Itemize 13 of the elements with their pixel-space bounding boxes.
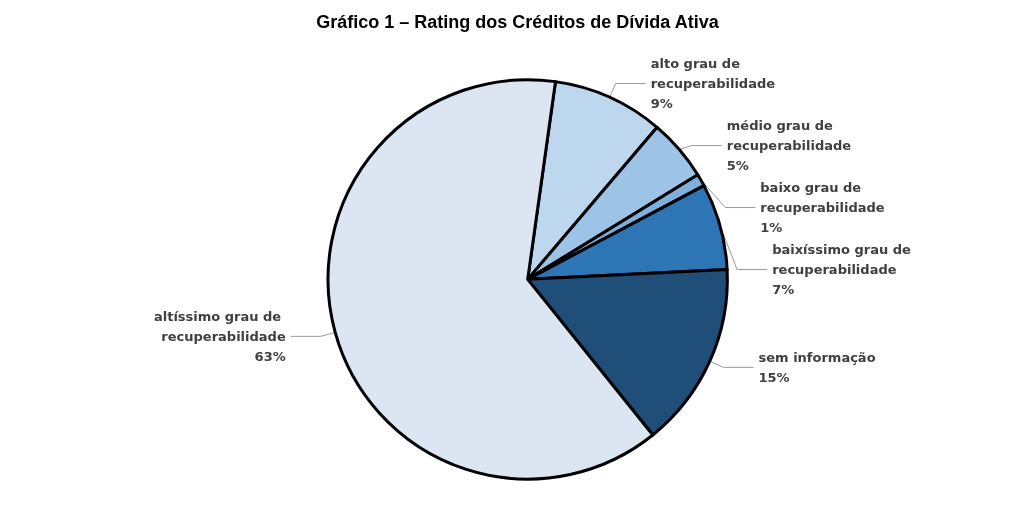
slice-label: altíssimo grau de recuperabilidade xyxy=(153,308,286,344)
data-label: 5% xyxy=(726,158,749,174)
data-label: 63% xyxy=(254,348,286,364)
chart-title: Gráfico 1 – Rating dos Créditos de Dívida Ativa xyxy=(316,12,720,32)
data-label: 15% xyxy=(758,369,790,385)
slice-label: baixo grau de recuperabilidade xyxy=(760,180,885,216)
data-label: 1% xyxy=(760,220,783,236)
data-label: 9% xyxy=(650,96,673,112)
data-label: 7% xyxy=(772,282,795,298)
slice-label: sem informação xyxy=(758,349,876,365)
slice-label: médio grau de recuperabilidade xyxy=(726,118,852,154)
slice-label: alto grau de recuperabilidade xyxy=(650,56,776,92)
slice-label: baixíssimo grau de recuperabilidade xyxy=(772,242,916,278)
